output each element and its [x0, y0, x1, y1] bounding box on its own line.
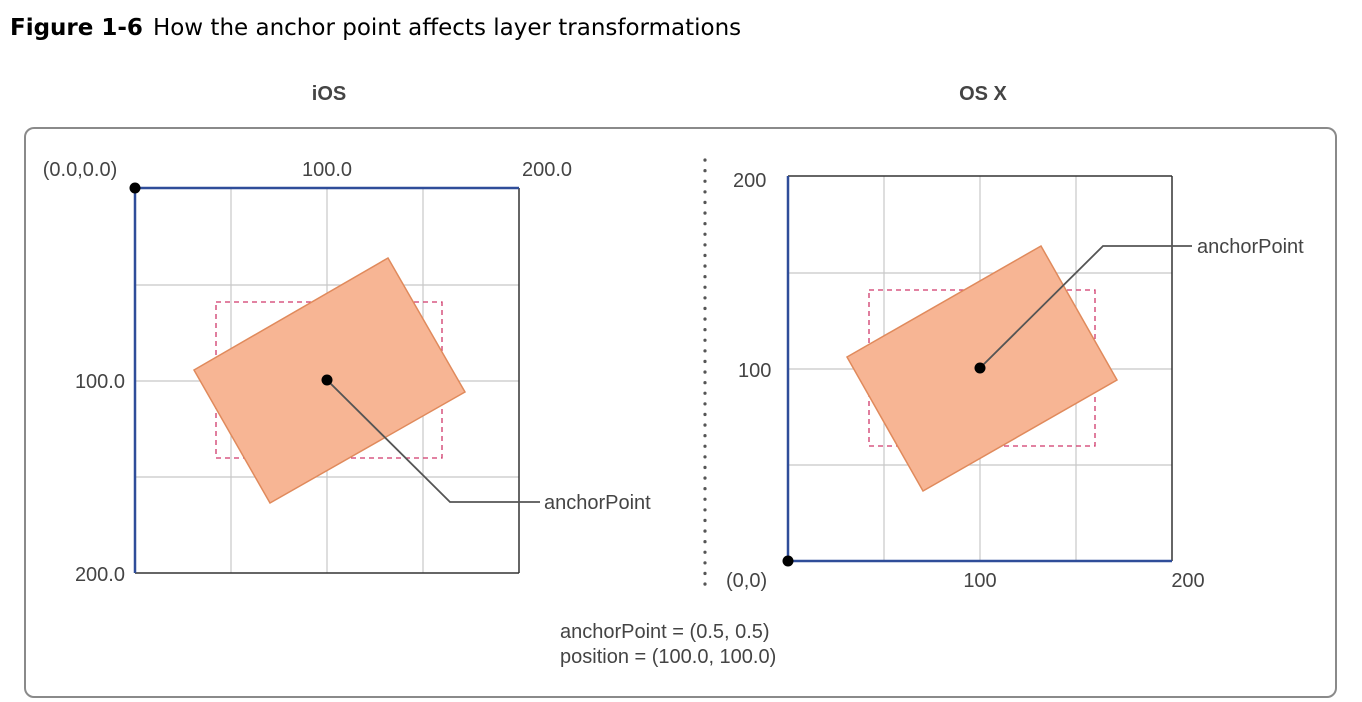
osx-callout-line: [979, 245, 1192, 369]
osx-x-tick-label: 200: [1171, 570, 1204, 592]
osx-panel: 200 100 (0,0) 100 200 anchorPoint: [726, 170, 1304, 592]
ios-origin-label: (0.0,0.0): [43, 159, 117, 181]
osx-x-tick-label: 100: [963, 570, 996, 592]
ios-heading: iOS: [312, 83, 346, 105]
ios-y-tick-label: 100.0: [75, 371, 125, 393]
osx-y-tick-label: 100: [738, 360, 771, 382]
osx-anchor-point: [974, 362, 986, 374]
figure-frame: [24, 127, 1337, 698]
anchor-point-value: anchorPoint = (0.5, 0.5): [560, 621, 770, 643]
ios-x-tick-label: 100.0: [302, 159, 352, 181]
ios-callout-line: [326, 379, 540, 503]
ios-y-tick-label: 200.0: [75, 564, 125, 586]
figure-caption: Figure 1-6 How the anchor point affects l…: [10, 14, 741, 42]
osx-y-tick-label: 200: [733, 170, 766, 192]
figure-title: How the anchor point affects layer trans…: [152, 15, 742, 41]
ios-panel: (0.0,0.0) 100.0 200.0 100.0 200.0 anchor…: [43, 159, 651, 586]
figure-number: Figure 1-6: [10, 15, 143, 41]
osx-heading: OS X: [959, 83, 1007, 105]
ios-anchor-point: [321, 374, 333, 386]
osx-origin-dot: [782, 555, 794, 567]
osx-callout-label: anchorPoint: [1197, 236, 1304, 258]
ios-x-tick-label: 200.0: [522, 159, 572, 181]
ios-callout-label: anchorPoint: [544, 492, 651, 514]
position-value: position = (100.0, 100.0): [560, 646, 776, 668]
osx-origin-label: (0,0): [726, 570, 767, 592]
ios-origin-dot: [129, 182, 141, 194]
